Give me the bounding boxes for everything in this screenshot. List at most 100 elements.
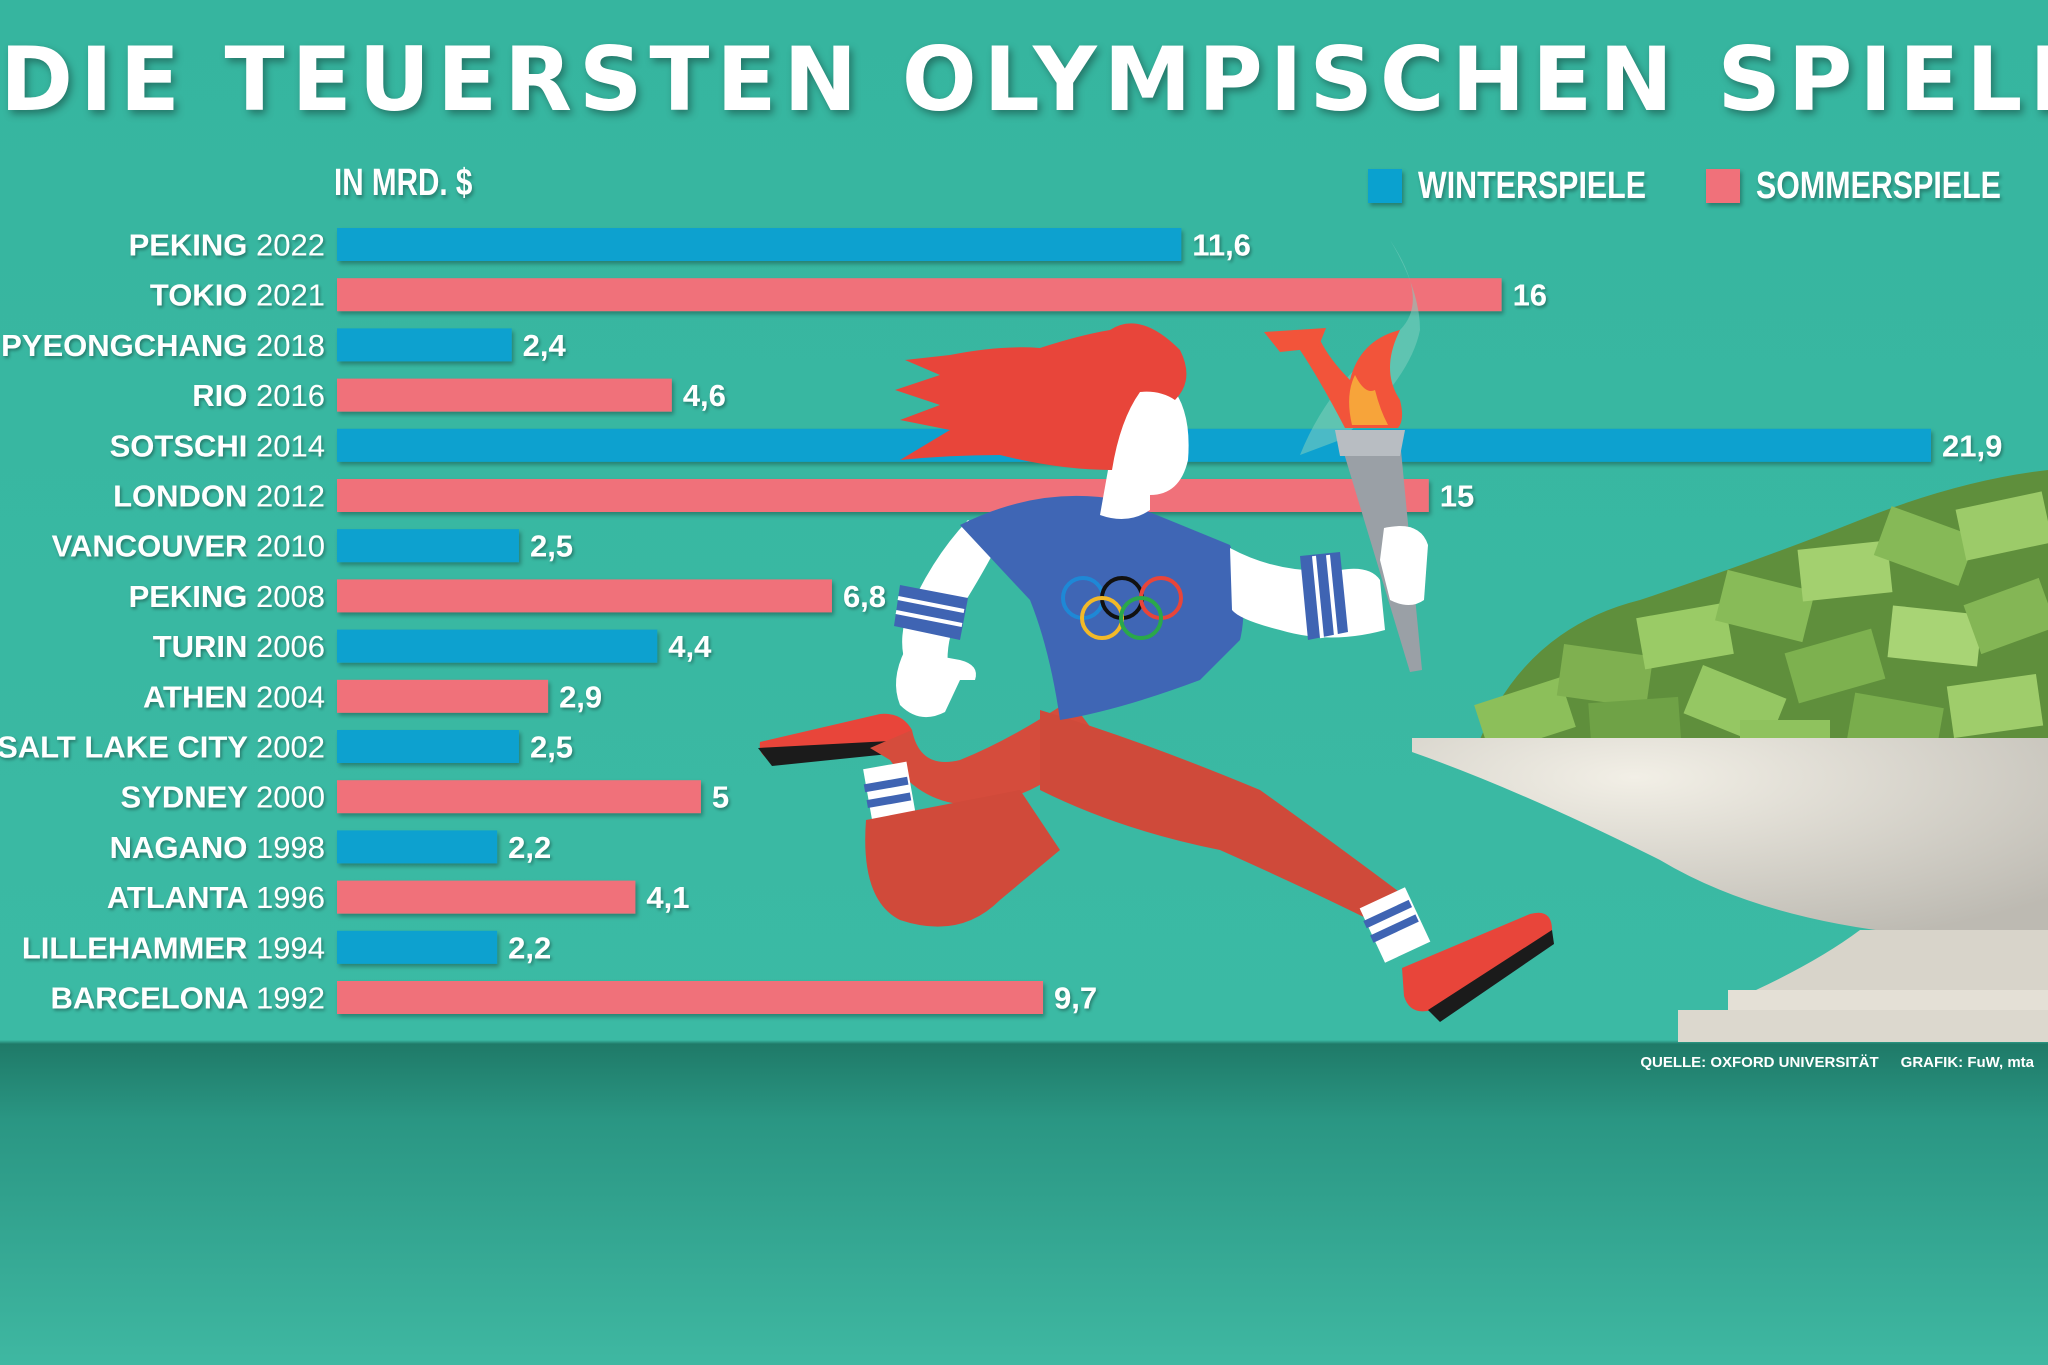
bar-sydney-2000 — [337, 780, 701, 814]
category-city: VANCOUVER — [52, 529, 256, 564]
category-label: SOTSCHI 2014 — [110, 428, 325, 463]
bar-turin-2006 — [337, 629, 658, 663]
category-label: LILLEHAMMER 1994 — [22, 930, 325, 965]
category-city: NAGANO — [110, 830, 256, 865]
value-label: 2,2 — [508, 930, 551, 965]
bar-vancouver-2010 — [337, 529, 519, 563]
value-label: 2,9 — [559, 679, 602, 714]
bar-peking-2022 — [337, 228, 1182, 261]
bowl — [1412, 738, 2048, 935]
back-hand — [896, 650, 976, 718]
legend-item-winter: WINTERSPIELE — [1368, 164, 1703, 208]
bar-lillehammer-1994 — [337, 930, 498, 964]
category-city: TOKIO — [150, 278, 256, 313]
bowl-base-step-2 — [1678, 1010, 2048, 1042]
value-label: 21,9 — [1942, 428, 2002, 463]
value-label: 4,6 — [683, 378, 726, 413]
value-label: 2,2 — [508, 830, 551, 865]
legend-label-winter: WINTERSPIELE — [1418, 164, 1647, 207]
front-shoe — [1402, 912, 1552, 1012]
category-year: 2010 — [256, 529, 325, 564]
category-label: ATHEN 2004 — [143, 679, 325, 714]
value-label: 16 — [1513, 278, 1547, 313]
category-year: 2014 — [256, 428, 325, 463]
category-label: RIO 2016 — [192, 378, 325, 413]
value-label: 6,8 — [843, 579, 886, 614]
category-city: LONDON — [113, 479, 256, 514]
front-hand — [1380, 526, 1428, 605]
category-city: SOTSCHI — [110, 428, 256, 463]
credit-note: GRAFIK: FuW, mta — [1900, 1054, 2034, 1071]
category-year: 1998 — [256, 830, 325, 865]
labels-layer: PEKING 2022 11,6 TOKIO 2021 16 PYEONGCHANG 2… — [0, 228, 2002, 1016]
torch-runner-illustration — [758, 240, 1554, 1022]
category-city: ATHEN — [143, 679, 256, 714]
category-year: 1996 — [256, 880, 325, 915]
value-label: 4,1 — [646, 880, 689, 915]
hair — [895, 323, 1187, 470]
category-city: SALT LAKE CITY — [0, 730, 256, 765]
category-label: PEKING 2022 — [129, 228, 325, 263]
bar-tokio-2021 — [337, 278, 1502, 312]
category-city: PEKING — [129, 579, 256, 614]
money-pile — [1474, 470, 2048, 760]
bar-atlanta-1996 — [337, 880, 636, 914]
category-label: SYDNEY 2000 — [120, 780, 325, 815]
value-label: 11,6 — [1192, 228, 1251, 263]
unit-label: IN MRD. $ — [334, 162, 473, 204]
category-city: PYEONGCHANG — [1, 328, 256, 363]
category-year: 2022 — [256, 228, 325, 263]
category-label: SALT LAKE CITY 2002 — [0, 730, 325, 765]
bar-athen-2004 — [337, 679, 549, 713]
category-label: VANCOUVER 2010 — [52, 529, 325, 564]
category-city: TURIN — [153, 629, 256, 664]
category-year: 2004 — [256, 679, 325, 714]
money-bowl-illustration — [1412, 470, 2048, 1042]
value-label: 4,4 — [668, 629, 712, 664]
category-label: PYEONGCHANG 2018 — [1, 328, 325, 363]
category-label: PEKING 2008 — [129, 579, 325, 614]
bars-layer — [337, 228, 1931, 1014]
olympic-rings-icon — [1061, 576, 1183, 640]
bowl-stem — [1740, 930, 2048, 1000]
category-label: TURIN 2006 — [153, 629, 325, 664]
value-label: 2,4 — [523, 328, 567, 363]
legend-item-summer: SOMMERSPIELE — [1706, 164, 2048, 208]
category-year: 2000 — [256, 780, 325, 815]
category-year: 2018 — [256, 328, 325, 363]
category-label: NAGANO 1998 — [110, 830, 325, 865]
bowl-base-step-1 — [1728, 990, 2048, 1012]
value-label: 2,5 — [530, 529, 573, 564]
value-label: 2,5 — [530, 730, 573, 765]
value-label: 5 — [712, 780, 729, 815]
category-year: 2006 — [256, 629, 325, 664]
bar-salt-lake-city-2002 — [337, 730, 519, 763]
footer: QUELLE: OXFORD UNIVERSITÄT GRAFIK: FuW, m… — [1618, 1054, 2034, 1071]
category-year: 2002 — [256, 730, 325, 765]
category-label: BARCELONA 1992 — [51, 981, 325, 1016]
category-year: 2012 — [256, 479, 325, 514]
category-year: 2016 — [256, 378, 325, 413]
legend-swatch-summer — [1706, 169, 1740, 203]
category-city: PEKING — [129, 228, 256, 263]
legend-label-summer: SOMMERSPIELE — [1756, 164, 2001, 207]
bar-london-2012 — [337, 479, 1429, 512]
category-label: TOKIO 2021 — [150, 278, 325, 313]
category-city: ATLANTA — [107, 880, 256, 915]
category-city: SYDNEY — [120, 780, 256, 815]
category-year: 2008 — [256, 579, 325, 614]
category-city: LILLEHAMMER — [22, 930, 256, 965]
category-year: 2021 — [256, 278, 325, 313]
category-label: ATLANTA 1996 — [107, 880, 325, 915]
bar-nagano-1998 — [337, 830, 498, 864]
torch-smoke — [1300, 240, 1420, 455]
category-city: RIO — [192, 378, 256, 413]
category-city: BARCELONA — [51, 981, 257, 1016]
page-title: DIE TEUERSTEN OLYMPISCHEN SPIELE — [0, 28, 2048, 131]
value-label: 9,7 — [1054, 981, 1097, 1016]
value-label: 15 — [1440, 479, 1474, 514]
source-note: QUELLE: OXFORD UNIVERSITÄT — [1640, 1054, 1879, 1071]
category-year: 1992 — [256, 981, 325, 1016]
legend-swatch-winter — [1368, 169, 1402, 203]
